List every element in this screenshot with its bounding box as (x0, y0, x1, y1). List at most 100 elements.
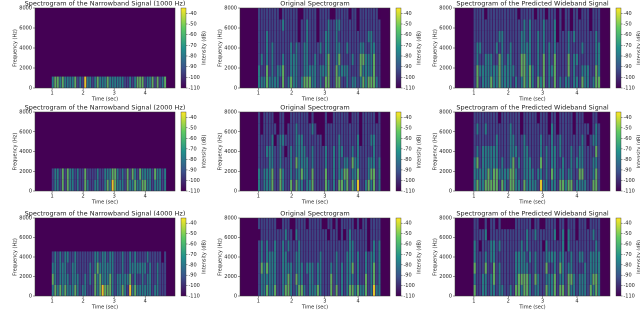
spectrogram-texture (322, 284, 325, 296)
spectrogram-texture (356, 8, 360, 20)
spectrogram-texture (476, 218, 479, 230)
spectrogram-texture (362, 76, 365, 88)
spectrogram-texture (537, 145, 540, 158)
spectrogram-texture (306, 273, 309, 285)
spectrogram-texture (362, 273, 365, 285)
y-tick-label: 4000 (19, 255, 32, 261)
spectrogram-texture (592, 42, 595, 54)
spectrogram-texture (512, 229, 515, 241)
spectrogram-texture (258, 168, 261, 180)
colorbar-tick-label: -110 (624, 86, 635, 92)
spectrogram-texture (356, 19, 360, 31)
spectrogram-texture (520, 8, 523, 20)
spectrogram-texture (94, 273, 97, 285)
spectrogram-texture (545, 251, 548, 263)
spectrogram-texture (503, 112, 507, 124)
spectrogram-texture (121, 251, 124, 263)
spectrogram-texture (343, 218, 346, 230)
spectrogram-texture (144, 76, 147, 88)
spectrogram-texture (531, 284, 534, 296)
spectrogram-texture (96, 273, 99, 285)
spectrogram-texture (562, 65, 565, 77)
spectrogram-texture (545, 218, 548, 230)
spectrogram-texture (276, 229, 279, 241)
spectrogram-texture (378, 134, 381, 146)
spectrogram-texture (501, 262, 504, 274)
spectrogram-texture (595, 240, 598, 252)
spectrogram-texture (266, 145, 269, 158)
spectrogram-texture (271, 8, 274, 20)
spectrogram-texture (258, 179, 261, 191)
colorbar-tick-label: -100 (189, 178, 200, 184)
spectrogram-texture (54, 168, 57, 180)
spectrogram-texture (295, 134, 298, 146)
spectrogram-texture (531, 134, 534, 146)
spectrogram-texture (378, 53, 381, 66)
spectrogram-texture (300, 65, 303, 77)
spectrogram-texture (492, 53, 496, 66)
spectrogram-texture (109, 284, 112, 296)
spectrogram-texture (348, 30, 352, 43)
spectrogram-texture (520, 229, 523, 241)
spectrogram-texture (346, 112, 349, 124)
spectrogram-texture (506, 273, 509, 285)
spectrogram-texture (523, 30, 526, 43)
spectrogram-texture (550, 145, 554, 158)
panel: Spectrogram of the Narrowband Signal (10… (13, 0, 208, 103)
spectrogram-texture (534, 8, 537, 20)
colorbar-label: Intensity (dB) (417, 31, 423, 65)
spectrogram-texture (136, 251, 139, 263)
spectrogram-texture (351, 229, 354, 241)
spectrogram-texture (346, 76, 349, 88)
spectrogram-texture (584, 262, 587, 274)
colorbar-tick-label: -100 (189, 75, 200, 81)
spectrogram-texture (116, 262, 119, 274)
spectrogram-texture (517, 240, 521, 252)
spectrogram-texture (276, 30, 279, 43)
spectrogram-texture (520, 65, 523, 77)
spectrogram-texture (581, 65, 584, 77)
spectrogram-texture (258, 53, 261, 66)
spectrogram-texture (586, 53, 590, 66)
spectrogram-texture (372, 218, 376, 230)
spectrogram-texture (271, 112, 274, 124)
spectrogram-texture (295, 42, 298, 54)
spectrogram-texture (375, 284, 378, 296)
spectrogram-texture (290, 229, 293, 241)
spectrogram-texture (338, 42, 341, 54)
spectrogram-texture (517, 262, 521, 274)
spectrogram-texture (260, 229, 263, 241)
spectrogram-texture (71, 76, 74, 88)
spectrogram-texture (378, 273, 381, 285)
spectrogram-texture (528, 240, 532, 252)
spectrogram-texture (367, 42, 370, 54)
spectrogram-texture (59, 251, 62, 263)
spectrogram-texture (537, 240, 540, 252)
spectrogram-texture (531, 157, 534, 169)
spectrogram-texture (274, 123, 277, 135)
spectrogram-texture (119, 168, 122, 180)
spectrogram-texture (359, 251, 362, 263)
spectrogram-texture (523, 179, 526, 191)
spectrogram-texture (498, 157, 501, 169)
spectrogram-texture (99, 179, 102, 191)
spectrogram-texture (526, 251, 529, 263)
spectrogram-texture (375, 19, 378, 31)
spectrogram-texture (597, 284, 601, 296)
spectrogram-texture (266, 42, 269, 54)
spectrogram-texture (279, 145, 282, 158)
x-axis-label: Time (sec) (518, 305, 545, 311)
spectrogram-texture (144, 179, 147, 191)
spectrogram-texture (520, 218, 523, 230)
spectrogram-texture (564, 76, 567, 88)
spectrogram-texture (584, 179, 587, 191)
spectrogram-texture (332, 19, 336, 31)
spectrogram-texture (303, 8, 306, 20)
spectrogram-texture (351, 65, 354, 77)
spectrogram-texture (378, 229, 381, 241)
spectrogram-texture (550, 112, 554, 124)
spectrogram-texture (324, 30, 327, 43)
spectrogram-texture (346, 19, 349, 31)
spectrogram-texture (287, 8, 290, 20)
spectrogram-texture (498, 273, 501, 285)
